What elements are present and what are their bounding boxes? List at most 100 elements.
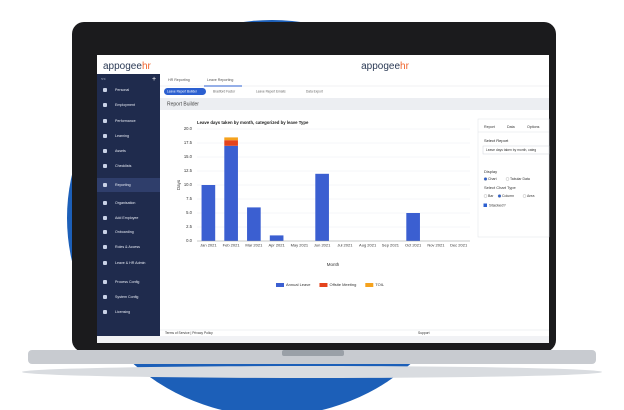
- sidebar-item[interactable]: Learning: [115, 134, 129, 138]
- sidebar-icon: [103, 245, 107, 249]
- y-tick-label: 0.0: [186, 238, 192, 243]
- sidebar-item[interactable]: System Config: [115, 295, 138, 299]
- tab[interactable]: Leave Reporting: [207, 78, 233, 82]
- sidebar-item[interactable]: Employment: [115, 103, 135, 107]
- page-title-band: [160, 98, 549, 110]
- subtab[interactable]: Leave Report Emails: [256, 90, 286, 94]
- logo[interactable]: appogeehr: [103, 61, 151, 72]
- radio[interactable]: [483, 194, 488, 198]
- stacked-checkbox[interactable]: [483, 203, 488, 208]
- footer-left[interactable]: Terms of Service | Privacy Policy: [165, 331, 213, 335]
- tab[interactable]: HR Reporting: [168, 78, 190, 82]
- select-report-dropdown[interactable]: [482, 145, 550, 155]
- sidebar-item[interactable]: Organisation: [115, 201, 135, 205]
- x-tick-label: Oct 2021: [405, 243, 422, 248]
- display-label: Display: [484, 169, 497, 174]
- subtab[interactable]: Bradford Factor: [213, 90, 236, 94]
- subtab[interactable]: Leave Report Builder: [167, 90, 198, 94]
- chart-type-label: Select Chart Type: [484, 185, 516, 190]
- subtab-active: [164, 88, 206, 95]
- sidebar-item[interactable]: Assets: [115, 149, 126, 153]
- select-report-value: Leave days taken by month, categ: [486, 148, 536, 152]
- header: [97, 55, 549, 74]
- select-report-label: Select Report: [484, 138, 509, 143]
- sidebar-item[interactable]: Onboarding: [115, 230, 134, 234]
- radio[interactable]: [522, 194, 527, 198]
- x-tick-label: Aug 2021: [359, 243, 377, 248]
- sidebar-icon: [103, 134, 107, 138]
- laptop-base: [28, 350, 596, 364]
- legend-swatch[interactable]: [365, 283, 374, 287]
- radio-label: Chart: [488, 177, 497, 181]
- sidebar-icon: [103, 88, 107, 92]
- x-tick-label: Apr 2021: [269, 243, 286, 248]
- x-tick-label: Jun 2021: [314, 243, 331, 248]
- bar: [406, 213, 420, 241]
- stacked-label: Stacked?: [489, 203, 506, 208]
- panel-tab[interactable]: Options: [527, 125, 540, 129]
- panel-tab[interactable]: Report: [484, 125, 495, 129]
- radio-label: Column: [502, 194, 514, 198]
- laptop-shadow: [22, 366, 602, 378]
- bar: [247, 207, 261, 241]
- logo-center: appogeehr: [361, 61, 409, 72]
- y-tick-label: 12.5: [184, 168, 193, 173]
- legend-label[interactable]: TOIL: [375, 282, 385, 287]
- logo-main: appogee: [103, 61, 142, 72]
- legend-label[interactable]: Offsite Meeting: [329, 282, 356, 287]
- sidebar-item[interactable]: Reporting: [115, 183, 131, 187]
- sidebar-icon: [103, 216, 107, 220]
- footer-right[interactable]: Support: [418, 331, 430, 335]
- add-button[interactable]: +: [152, 76, 156, 83]
- y-tick-label: 10.0: [184, 182, 193, 187]
- y-tick-label: 17.5: [184, 140, 193, 145]
- radio[interactable]: [483, 177, 488, 181]
- sidebar-icon: [103, 164, 107, 168]
- sidebar-item[interactable]: Licensing: [115, 310, 130, 314]
- sidebar-icon: [103, 103, 107, 107]
- radio[interactable]: [505, 177, 510, 181]
- logo-accent: hr: [142, 61, 152, 72]
- logo-accent: hr: [400, 61, 410, 72]
- sidebar-item[interactable]: Performance: [115, 119, 136, 123]
- legend-swatch[interactable]: [276, 283, 284, 287]
- radio[interactable]: [497, 194, 502, 198]
- x-tick-label: Nov 2021: [427, 243, 445, 248]
- sidebar-icon: [103, 295, 107, 299]
- radio-label: Area: [527, 194, 534, 198]
- x-tick-label: Jan 2021: [200, 243, 217, 248]
- bar: [224, 145, 238, 241]
- collapse-button[interactable]: <<: [101, 76, 106, 81]
- legend-label[interactable]: Annual Leave: [286, 282, 311, 287]
- bar: [224, 137, 238, 141]
- sidebar-item[interactable]: Roles & Access: [115, 245, 140, 249]
- laptop-notch: [282, 350, 344, 356]
- x-tick-label: Sep 2021: [382, 243, 400, 248]
- sidebar: [97, 74, 160, 336]
- bar: [315, 173, 329, 241]
- sidebar-active: [97, 178, 160, 192]
- sidebar-item[interactable]: Checklists: [115, 164, 132, 168]
- sidebar-item[interactable]: Add Employee: [115, 216, 138, 220]
- y-tick-label: 2.5: [186, 224, 192, 229]
- sidebar-icon: [103, 201, 107, 205]
- sidebar-icon: [103, 310, 107, 314]
- sidebar-item[interactable]: Leave & HR Admin: [115, 261, 145, 265]
- sidebar-item[interactable]: Process Config: [115, 280, 139, 284]
- x-tick-label: Feb 2021: [223, 243, 241, 248]
- legend-swatch[interactable]: [319, 283, 328, 287]
- sidebar-icon: [103, 280, 107, 284]
- panel-tab[interactable]: Data: [507, 125, 515, 129]
- y-tick-label: 20.0: [184, 126, 193, 131]
- x-tick-label: Dec 2021: [450, 243, 468, 248]
- sidebar-item[interactable]: Personal: [115, 88, 129, 92]
- sidebar-icon: [103, 230, 107, 234]
- chart-title: Leave days taken by month, categorized b…: [197, 120, 309, 125]
- sidebar-icon: [103, 183, 107, 187]
- page-title: Report Builder: [167, 101, 199, 107]
- bar: [201, 185, 216, 241]
- subtab[interactable]: Data Export: [306, 90, 323, 94]
- x-tick-label: May 2021: [291, 243, 309, 248]
- sidebar-icon: [103, 119, 107, 123]
